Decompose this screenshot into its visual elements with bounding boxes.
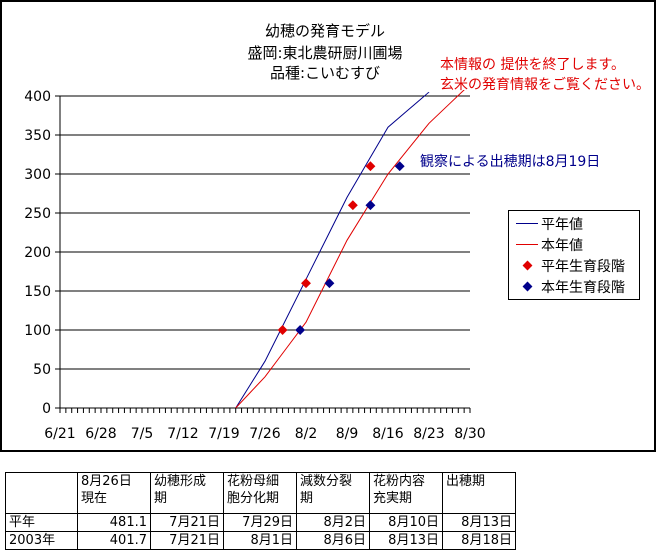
y-tick-label: 250 (24, 206, 51, 222)
x-tick-label: 8/30 (454, 426, 485, 442)
table-header-cell: 8月26日 現在 (77, 472, 151, 514)
data-point (394, 161, 405, 172)
legend-label: 本年生育段階 (541, 279, 625, 296)
y-tick-label: 0 (42, 401, 51, 417)
x-tick-label: 7/26 (249, 426, 281, 442)
table-cell: 平年 (5, 513, 78, 532)
data-point (347, 200, 358, 211)
data-point (277, 325, 288, 335)
legend-label: 本年値 (541, 237, 583, 254)
table-header-cell: 幼穂形成 期 (150, 472, 224, 514)
x-tick-label: 8/9 (336, 426, 359, 442)
table-header-cell: 減数分裂 期 (296, 472, 370, 514)
growth-stage-table: 8月26日 現在 幼穂形成 期 花粉母細 胞分化期 減数分裂 期 花粉内容 充実… (5, 472, 516, 550)
table-cell: 7月21日 (150, 531, 224, 550)
table-cell: 8月18日 (442, 531, 516, 550)
legend-item-honnen-stage: 本年生育段階 (513, 276, 635, 297)
table-cell: 481.1 (77, 513, 151, 532)
legend-label: 平年生育段階 (541, 258, 625, 275)
heading-annotation: 観察による出穂期は8月19日 (420, 153, 600, 170)
table-row: 平年 481.1 7月21日 7月29日 8月2日 8月10日 8月13日 (5, 513, 516, 532)
y-tick-label: 100 (24, 323, 51, 339)
data-point (365, 161, 376, 172)
legend-item-heinen-stage: 平年生育段階 (513, 255, 635, 276)
table-cell: 7月29日 (223, 513, 297, 532)
legend-symbol (513, 281, 541, 292)
y-tick-label: 300 (24, 167, 51, 183)
x-tick-label: 7/12 (167, 426, 198, 442)
notice-text: 本情報の 提供を終了します。 玄米の発育情報をご覧ください。 (440, 55, 650, 95)
legend-item-heinen-line: 平年値 (513, 213, 635, 234)
legend-item-honnen-line: 本年値 (513, 234, 635, 255)
x-tick-label: 8/23 (413, 426, 444, 442)
x-tick-label: 7/19 (208, 426, 239, 442)
notice-line-2: 玄米の発育情報をご覧ください。 (440, 77, 650, 93)
table-cell: 8月1日 (223, 531, 297, 550)
table-cell: 7月21日 (150, 513, 224, 532)
y-tick-label: 50 (33, 362, 51, 378)
table-header-cell: 花粉内容 充実期 (369, 472, 443, 514)
table-cell: 8月6日 (296, 531, 370, 550)
table-row: 2003年 401.7 7月21日 8月1日 8月6日 8月13日 8月18日 (5, 531, 516, 550)
x-tick-label: 8/2 (295, 426, 318, 442)
x-tick-label: 6/21 (44, 426, 75, 442)
table-cell: 8月13日 (442, 513, 516, 532)
table-header-row: 8月26日 現在 幼穂形成 期 花粉母細 胞分化期 減数分裂 期 花粉内容 充実… (5, 472, 516, 514)
x-tick-label: 6/28 (85, 426, 116, 442)
x-tick-label: 8/16 (372, 426, 404, 442)
y-tick-label: 400 (24, 89, 51, 105)
data-point (301, 278, 311, 289)
chart-title-line-2: 盛岡:東北農研厨川圃場 (247, 44, 403, 62)
table-cell: 8月2日 (296, 513, 370, 532)
y-tick-label: 200 (24, 245, 51, 261)
table-header-cell: 花粉母細 胞分化期 (223, 472, 297, 514)
table-header-cell: 出穂期 (442, 472, 516, 514)
chart-plot: 0 50 100 150 200 250 300 350 400 6/21 6/28 7/5 7/12 7… (24, 89, 600, 442)
x-tick-label: 7/5 (131, 426, 154, 442)
table-cell: 401.7 (77, 531, 151, 550)
table-header-cell (5, 472, 78, 514)
legend-label: 平年値 (541, 216, 583, 233)
table-cell: 8月10日 (369, 513, 443, 532)
data-point (324, 278, 335, 289)
table-cell: 8月13日 (369, 531, 443, 550)
legend-symbol (513, 260, 541, 271)
legend-symbol (513, 244, 541, 245)
table-cell: 2003年 (5, 531, 78, 550)
y-tick-label: 350 (24, 128, 51, 144)
data-point (365, 200, 376, 211)
legend-symbol (513, 223, 541, 224)
series-line-heinen (235, 91, 430, 408)
chart-title-line-3: 品種:こいむすび (269, 64, 381, 82)
chart-title-line-1: 幼穂の発育モデル (264, 22, 385, 40)
notice-line-1: 本情報の 提供を終了します。 (440, 57, 626, 73)
y-tick-label: 150 (24, 284, 51, 300)
series-line-honnen (235, 90, 465, 408)
data-point (295, 325, 306, 335)
chart-legend: 平年値 本年値 平年生育段階 本年生育段階 (508, 210, 640, 300)
